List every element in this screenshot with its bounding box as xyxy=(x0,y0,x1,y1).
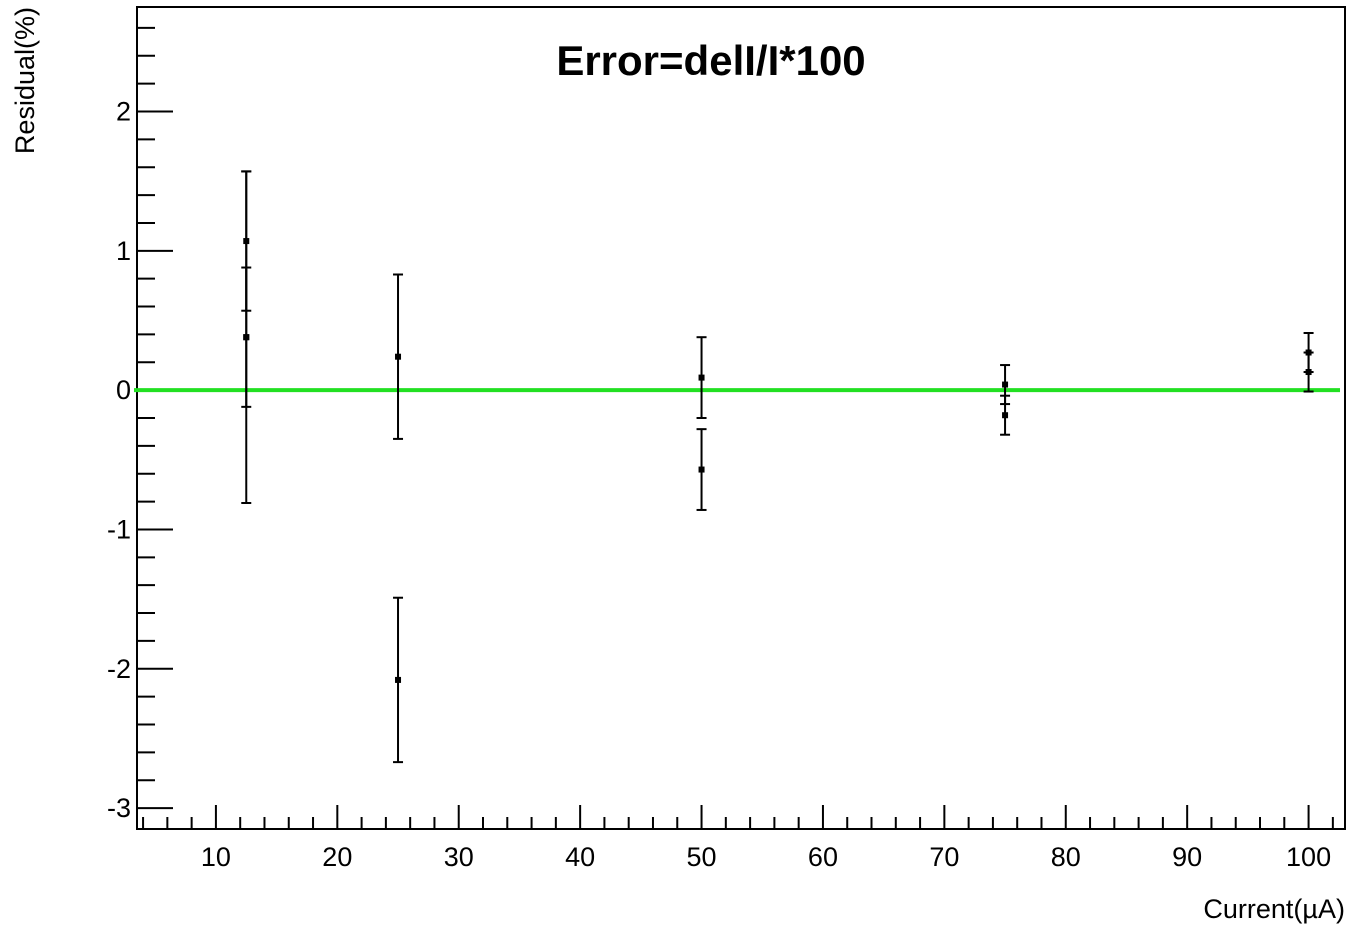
x-tick-label: 70 xyxy=(929,842,959,872)
data-point xyxy=(1000,394,1011,436)
y-tick-label: 2 xyxy=(116,96,131,126)
point-marker xyxy=(1305,369,1312,376)
data-point xyxy=(696,428,707,511)
data-point xyxy=(241,170,252,504)
data-point xyxy=(393,273,404,440)
data-point xyxy=(1303,351,1314,393)
x-tick-label: 20 xyxy=(322,842,352,872)
y-tick-label: -2 xyxy=(107,654,131,684)
x-axis-ticks: 10 20 30 40 50 60 70 80 90 100 xyxy=(142,805,1334,872)
plot-frame xyxy=(136,6,1346,830)
point-marker xyxy=(1002,412,1009,419)
y-axis-label: Residual(%) xyxy=(10,7,40,154)
point-marker xyxy=(1002,381,1009,388)
point-marker xyxy=(243,334,250,341)
x-tick-label: 80 xyxy=(1051,842,1081,872)
data-point xyxy=(696,336,707,419)
data-points xyxy=(241,170,1314,764)
point-marker xyxy=(395,353,402,360)
y-tick-label: -1 xyxy=(107,514,131,544)
x-axis-label: Current(µA) xyxy=(1203,894,1345,924)
y-tick-label: 1 xyxy=(116,236,131,266)
y-axis-ticks: -3 -2 -1 0 1 2 xyxy=(107,26,173,823)
y-tick-label: 0 xyxy=(116,375,131,405)
y-tick-label: -3 xyxy=(107,793,131,823)
x-tick-label: 90 xyxy=(1172,842,1202,872)
x-tick-label: 40 xyxy=(565,842,595,872)
x-tick-label: 10 xyxy=(201,842,231,872)
point-marker xyxy=(698,374,705,381)
x-tick-label: 100 xyxy=(1286,842,1331,872)
x-tick-label: 30 xyxy=(444,842,474,872)
data-point xyxy=(393,596,404,764)
x-tick-label: 60 xyxy=(808,842,838,872)
chart-title: Error=delI/I*100 xyxy=(556,37,865,84)
x-tick-label: 50 xyxy=(687,842,717,872)
point-marker xyxy=(698,466,705,473)
point-marker xyxy=(395,676,402,683)
